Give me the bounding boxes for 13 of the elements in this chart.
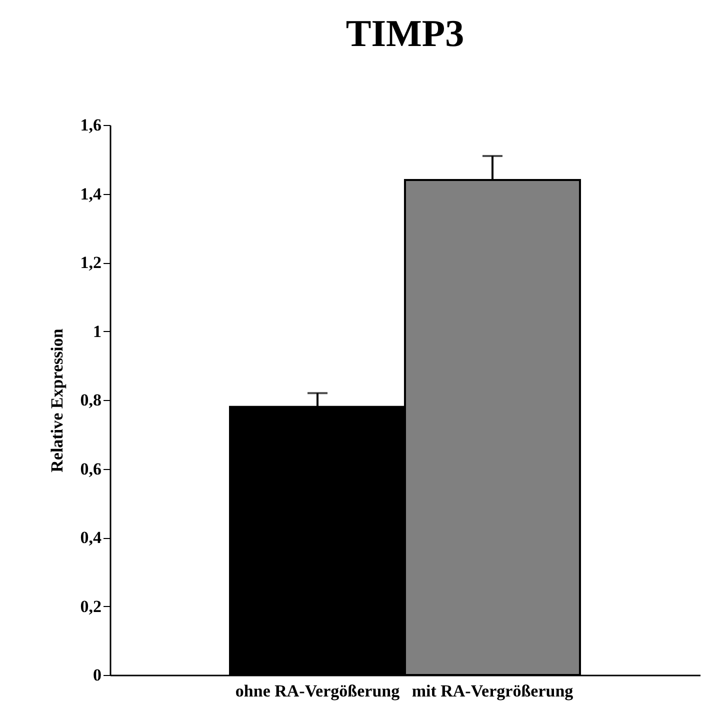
y-tick-label: 0,8 [80, 390, 102, 410]
y-tick-label: 1,2 [80, 253, 102, 272]
x-tick-label: ohne RA-Vergößerung [235, 682, 400, 700]
y-tick-label: 0,4 [80, 528, 102, 547]
y-tick-label: 0,2 [80, 596, 102, 616]
x-tick-label: mit RA-Vergrößerung [412, 682, 574, 700]
chart-title: TIMP3 [346, 13, 464, 55]
y-tick-label: 0 [93, 666, 102, 684]
y-tick-label: 1,6 [80, 116, 102, 134]
y-tick-label: 1,4 [80, 184, 102, 204]
y-tick-label: 0,6 [80, 459, 102, 478]
y-tick-label: 1 [93, 322, 102, 341]
y-axis-title: Relative Expression [47, 328, 66, 472]
